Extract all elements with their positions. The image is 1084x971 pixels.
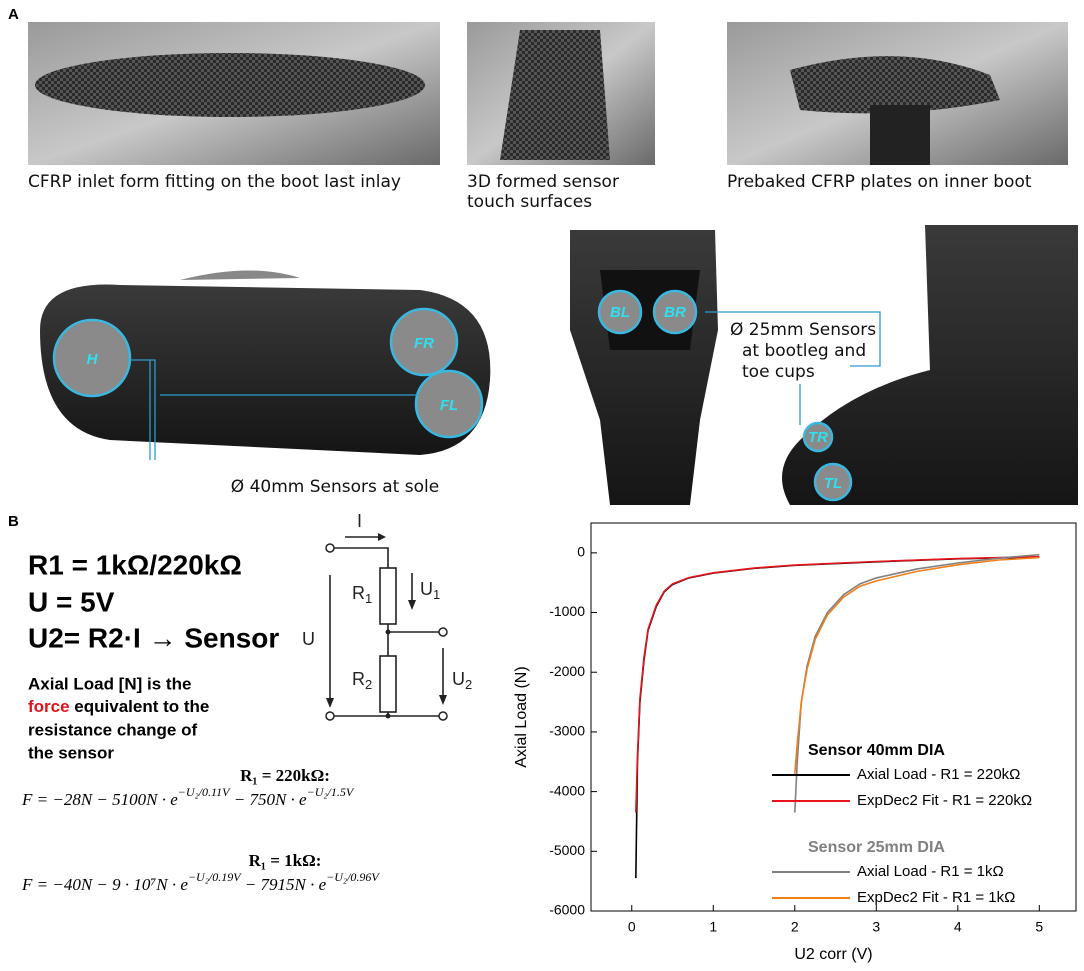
panel-label: B xyxy=(8,513,19,530)
caption: Ø 25mm Sensors xyxy=(730,320,876,340)
sensor-label: TL xyxy=(824,475,842,492)
formula: F = −28N − 5100N · e−U₂/0.11V − 750N · e… xyxy=(21,785,355,809)
plot-frame xyxy=(590,522,1077,912)
formula-exponent: −U₂/0.19V xyxy=(188,870,242,884)
circuit-label-sub: 1 xyxy=(365,591,372,606)
series-line xyxy=(793,556,1040,774)
photo xyxy=(28,22,440,165)
y-tick-label: -4000 xyxy=(549,782,585,798)
caption: toe cups xyxy=(742,362,815,382)
x-tick-label: 4 xyxy=(954,919,962,935)
x-tick-label: 5 xyxy=(1035,919,1043,935)
sensor-label: BR xyxy=(664,304,686,321)
x-tick-label: 2 xyxy=(791,919,799,935)
photo xyxy=(570,230,718,505)
caption-box xyxy=(722,318,850,384)
caption: at bootleg and xyxy=(742,341,866,361)
formula-exponent: −U₂/1.5V xyxy=(307,785,355,799)
legend-label: ExpDec2 Fit - R1 = 1kΩ xyxy=(857,889,1015,906)
legend-title: Sensor 25mm DIA xyxy=(808,839,945,856)
circuit-label: U1 xyxy=(420,579,440,603)
formula-condition: R₁ = 1kΩ: xyxy=(249,851,322,870)
y-axis-label: Axial Load (N) xyxy=(513,666,530,767)
y-tick-label: -1000 xyxy=(549,603,585,619)
sensor-label: FR xyxy=(414,335,434,352)
circuit-diagram xyxy=(325,533,448,721)
photo xyxy=(40,270,491,460)
x-tick-label: 1 xyxy=(709,919,717,935)
circuit-label: I xyxy=(357,511,362,531)
caption: CFRP inlet form fitting on the boot last… xyxy=(28,172,401,192)
caption: Ø 40mm Sensors at sole xyxy=(231,477,439,497)
x-tick-label: 0 xyxy=(628,919,636,935)
circuit-label-text: U xyxy=(302,629,315,649)
sensor-label: BL xyxy=(610,304,630,321)
legend-label: ExpDec2 Fit - R1 = 220kΩ xyxy=(857,792,1032,809)
circuit-label-text: R xyxy=(352,669,365,689)
circuit-label-sub: 1 xyxy=(433,587,440,602)
circuit-label-sub: 2 xyxy=(365,677,372,692)
y-tick-label: -3000 xyxy=(549,723,585,739)
photo xyxy=(467,22,655,165)
series-line xyxy=(635,556,1040,879)
legend-label: Axial Load - R1 = 220kΩ xyxy=(857,766,1020,783)
circuit-label-sub: 2 xyxy=(465,677,472,692)
description-line: the sensor xyxy=(28,743,114,762)
caption: touch surfaces xyxy=(467,192,592,212)
photo xyxy=(727,22,1068,165)
description-line: Axial Load [N] is the xyxy=(28,674,191,693)
circuit-label-text: U xyxy=(452,669,465,689)
x-tick-label: 3 xyxy=(872,919,880,935)
formula-term: − 750N · e xyxy=(230,790,308,809)
caption: 3D formed sensor xyxy=(467,172,619,192)
formula-exponent: −U₂/0.11V xyxy=(178,785,231,799)
formula-term: F = −28N − 5100N · e xyxy=(21,790,178,809)
description: Axial Load [N] is the force equivalent to… xyxy=(28,674,209,762)
circuit-label: U2 xyxy=(452,669,472,693)
series-line xyxy=(635,555,1040,813)
sensor-label: H xyxy=(87,351,99,368)
circuit-label: U xyxy=(302,629,315,649)
circuit-label: R2 xyxy=(352,669,372,693)
panel-label: A xyxy=(8,6,19,23)
legend-label: Axial Load - R1 = 1kΩ xyxy=(857,863,1004,880)
description-text: equivalent to the xyxy=(70,697,210,716)
formula-condition: R₁ = 220kΩ: xyxy=(240,766,330,785)
formula: F = −40N − 9 · 10⁷N · e−U₂/0.19V − 7915N… xyxy=(21,870,380,894)
circuit-label: R1 xyxy=(352,583,372,607)
description-line: resistance change of xyxy=(28,720,197,739)
param: U = 5V xyxy=(28,586,115,617)
circuit-label-text: R xyxy=(352,583,365,603)
param: U2= R2·I → Sensor xyxy=(28,622,279,653)
description-line: force equivalent to the xyxy=(28,697,209,716)
legend-title: Sensor 40mm DIA xyxy=(808,742,945,759)
param: R1 = 1kΩ/220kΩ xyxy=(28,549,242,580)
chart: 0 1 2 3 4 5 0 -1000 -2000 -3000 -4000 -5000 -6000 U2 … xyxy=(513,522,1077,963)
formula-term: − 7915N · e xyxy=(241,875,327,894)
x-axis-label: U2 corr (V) xyxy=(794,946,872,963)
formulas: R₁ = 220kΩ:F = −28N − 5100N · e−U₂/0.11V… xyxy=(21,766,380,894)
y-tick-label: -2000 xyxy=(549,663,585,679)
y-tick-label: 0 xyxy=(577,544,585,560)
photo xyxy=(705,225,1078,505)
sensor-label: FL xyxy=(440,397,458,414)
y-tick-label: -5000 xyxy=(549,842,585,858)
sensor-label: TR xyxy=(808,429,828,446)
circuit-label-text: I xyxy=(357,511,362,531)
highlight: force xyxy=(28,697,70,716)
formula-exponent: −U₂/0.96V xyxy=(326,870,380,884)
circuit-label-text: U xyxy=(420,579,433,599)
formula-term: F = −40N − 9 · 10⁷N · e xyxy=(21,875,188,894)
caption: Prebaked CFRP plates on inner boot xyxy=(727,172,1032,192)
y-tick-label: -6000 xyxy=(549,902,585,918)
